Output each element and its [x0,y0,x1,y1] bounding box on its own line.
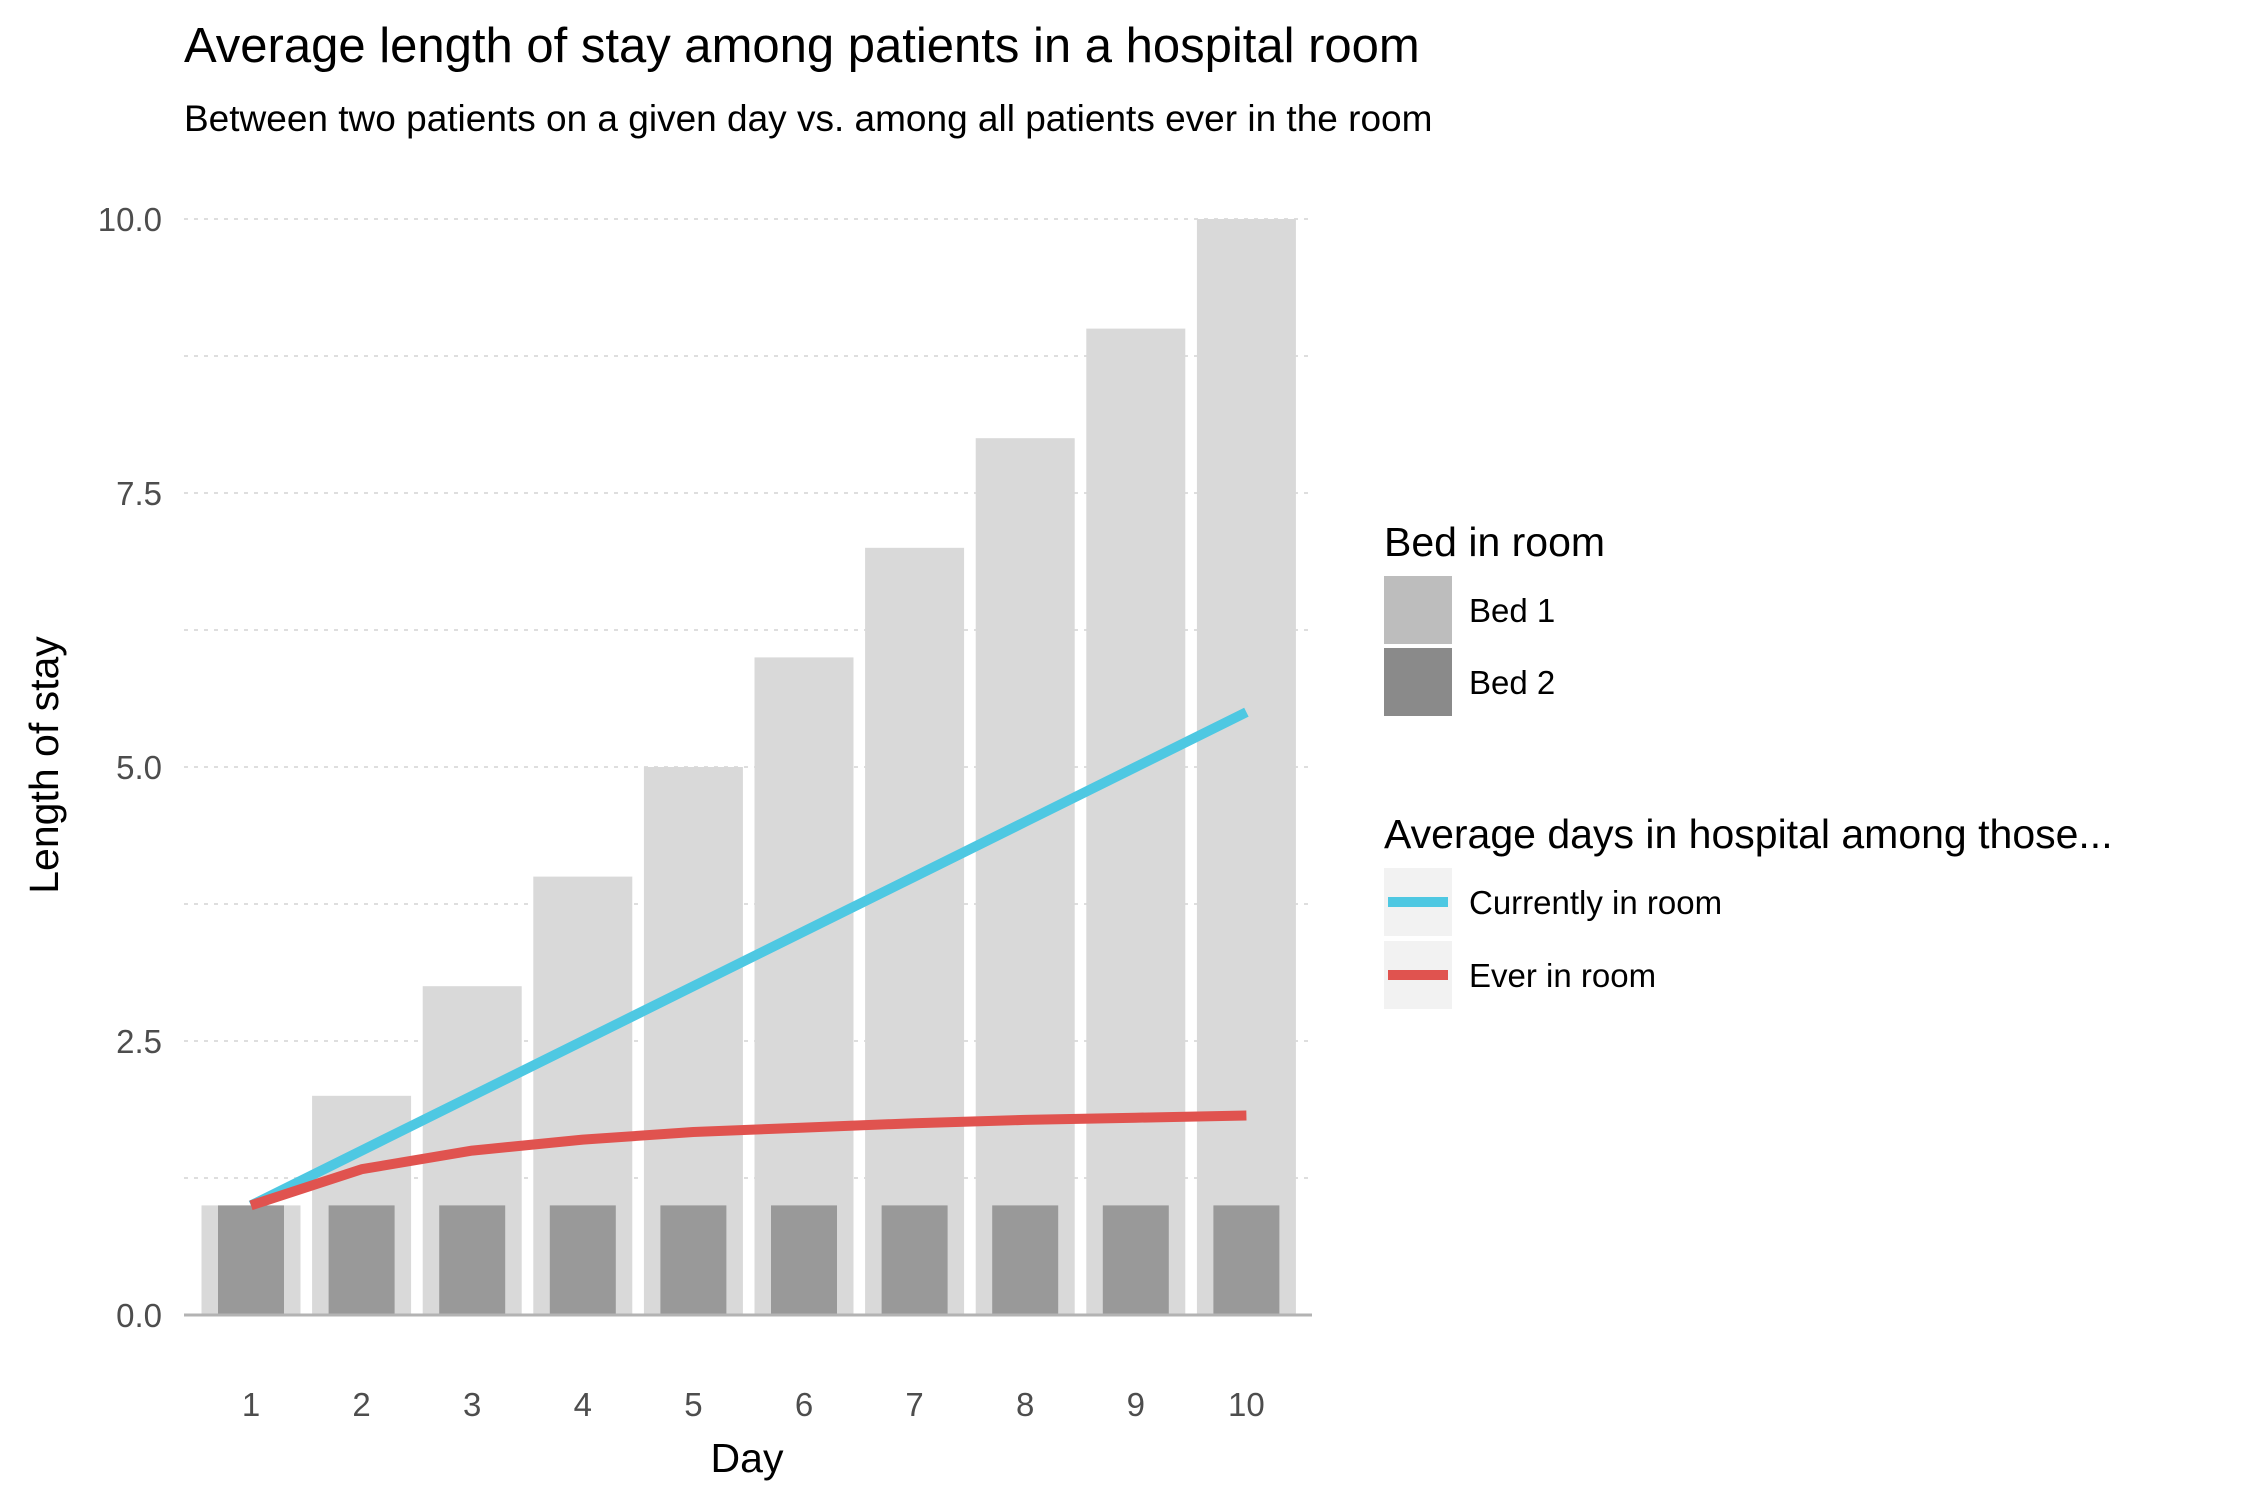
y-tick-label: 2.5 [116,1023,162,1060]
legend-line-label: Ever in room [1469,957,1656,994]
bar-bed-2 [1213,1205,1280,1315]
bar-bed-2 [1102,1205,1169,1315]
legend-bed-swatch [1384,576,1452,644]
legend-line-label: Currently in room [1469,884,1722,921]
line-ever-in-room [249,1110,1247,1211]
bar-bed-2 [771,1205,837,1315]
x-tick-label: 10 [1228,1386,1265,1423]
bar-bed-2 [218,1205,284,1315]
bar-bed-1 [865,547,965,1315]
line-currently-in-room [248,707,1249,1210]
bar-bed-2 [439,1205,506,1315]
y-tick-label: 7.5 [116,475,162,512]
y-axis-title: Length of stay [21,636,67,894]
x-tick-label: 1 [242,1386,260,1423]
legend-bed-items: Bed 1 Bed 2 [1384,576,1555,716]
bar-bed-2 [549,1205,616,1315]
bar-bed-1 [1196,219,1296,1315]
bar-bed-2 [992,1205,1059,1315]
legend: Bed in room Bed 1 Bed 2 Average days in h… [1384,519,2113,1009]
x-tick-label: 3 [463,1386,481,1423]
bar-bed-2 [328,1205,395,1315]
x-tick-label: 8 [1016,1386,1034,1423]
bed-2-bars [218,1205,1280,1315]
legend-line-items: Currently in room Ever in room [1384,868,1722,1009]
x-tick-label: 7 [905,1386,923,1423]
x-axis-title: Day [711,1435,784,1481]
y-tick-label: 0.0 [116,1297,162,1334]
legend-line-title: Average days in hospital among those... [1384,811,2113,857]
x-tick-label: 9 [1127,1386,1145,1423]
chart-title: Average length of stay among patients in… [184,19,1420,73]
x-tick-label: 2 [352,1386,370,1423]
bar-bed-1 [975,438,1075,1315]
legend-bed-swatch [1384,648,1452,716]
x-tick-labels: 1 2 3 4 5 6 7 8 9 10 [242,1386,1265,1423]
y-tick-labels: 0.0 2.5 5.0 7.5 10.0 [98,201,162,1334]
bar-bed-2 [881,1205,948,1315]
legend-bed-label: Bed 2 [1469,664,1555,701]
y-tick-label: 5.0 [116,749,162,786]
x-tick-label: 5 [684,1386,702,1423]
x-tick-label: 6 [795,1386,813,1423]
chart-subtitle: Between two patients on a given day vs. … [184,98,1432,139]
legend-bed-title: Bed in room [1384,519,1605,565]
legend-bed-label: Bed 1 [1469,592,1555,629]
y-tick-label: 10.0 [98,201,162,238]
bar-bed-2 [660,1205,727,1315]
series-lines [248,707,1249,1211]
bar-bed-1 [1086,328,1186,1316]
x-tick-label: 4 [574,1386,592,1423]
